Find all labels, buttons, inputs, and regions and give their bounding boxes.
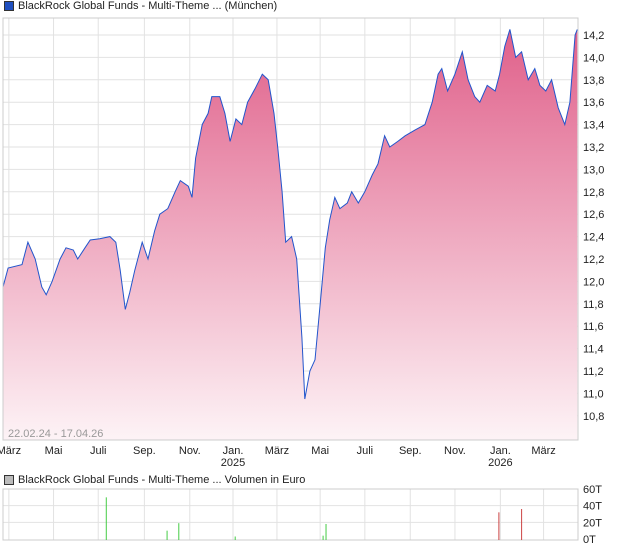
x-tick-label: Juli bbox=[90, 445, 107, 457]
y-tick-label: 12,2 bbox=[583, 254, 604, 266]
volume-legend-label: BlackRock Global Funds - Multi-Theme ...… bbox=[18, 474, 306, 486]
volume-y-tick-label: 40T bbox=[583, 501, 602, 513]
y-tick-label: 12,4 bbox=[583, 232, 604, 244]
legend-swatch-icon bbox=[4, 475, 14, 485]
y-tick-label: 13,6 bbox=[583, 97, 604, 109]
y-tick-label: 13,2 bbox=[583, 142, 604, 154]
y-tick-label: 13,4 bbox=[583, 120, 604, 132]
y-tick-label: 14,0 bbox=[583, 52, 604, 64]
price-line bbox=[2, 29, 578, 400]
volume-y-tick-label: 0T bbox=[583, 534, 596, 546]
y-tick-label: 12,6 bbox=[583, 209, 604, 221]
y-tick-label: 11,6 bbox=[583, 321, 604, 333]
volume-y-tick-label: 20T bbox=[583, 517, 602, 529]
y-tick-label: 13,0 bbox=[583, 164, 604, 176]
y-tick-label: 12,8 bbox=[583, 187, 604, 199]
y-tick-label: 11,4 bbox=[583, 344, 604, 356]
x-tick-label: März bbox=[265, 445, 289, 457]
y-tick-label: 11,2 bbox=[583, 366, 604, 378]
x-tick-label: Sep. bbox=[399, 445, 422, 457]
x-tick-label: März bbox=[0, 445, 21, 457]
y-tick-label: 11,0 bbox=[583, 388, 604, 400]
y-tick-label: 11,8 bbox=[583, 299, 604, 311]
legend-swatch-icon bbox=[4, 1, 14, 11]
volume-legend: BlackRock Global Funds - Multi-Theme ...… bbox=[4, 474, 305, 486]
x-tick-label: Mai bbox=[311, 445, 329, 457]
price-legend-label: BlackRock Global Funds - Multi-Theme ...… bbox=[18, 0, 278, 12]
price-plot-frame bbox=[2, 17, 579, 441]
x-tick-label: März bbox=[531, 445, 555, 457]
y-tick-label: 14,2 bbox=[583, 30, 604, 42]
y-tick-label: 12,0 bbox=[583, 276, 604, 288]
x-tick-label: Nov. bbox=[179, 445, 201, 457]
y-tick-label: 13,8 bbox=[583, 75, 604, 87]
x-tick-label: Jan. bbox=[490, 445, 511, 457]
x-tick-label: Nov. bbox=[444, 445, 466, 457]
x-tick-label: Sep. bbox=[133, 445, 156, 457]
volume-plot-frame bbox=[2, 488, 579, 541]
x-tick-label: Mai bbox=[45, 445, 63, 457]
x-tick-label: Juli bbox=[357, 445, 374, 457]
volume-y-tick-label: 60T bbox=[583, 484, 602, 496]
price-legend: BlackRock Global Funds - Multi-Theme ...… bbox=[4, 0, 277, 12]
y-tick-label: 10,8 bbox=[583, 411, 604, 423]
x-tick-label: Jan. bbox=[223, 445, 244, 457]
price-area bbox=[3, 29, 578, 441]
date-range-label: 22.02.24 - 17.04.26 bbox=[8, 428, 103, 440]
x-tick-year-label: 2026 bbox=[488, 457, 512, 469]
x-tick-year-label: 2025 bbox=[221, 457, 245, 469]
